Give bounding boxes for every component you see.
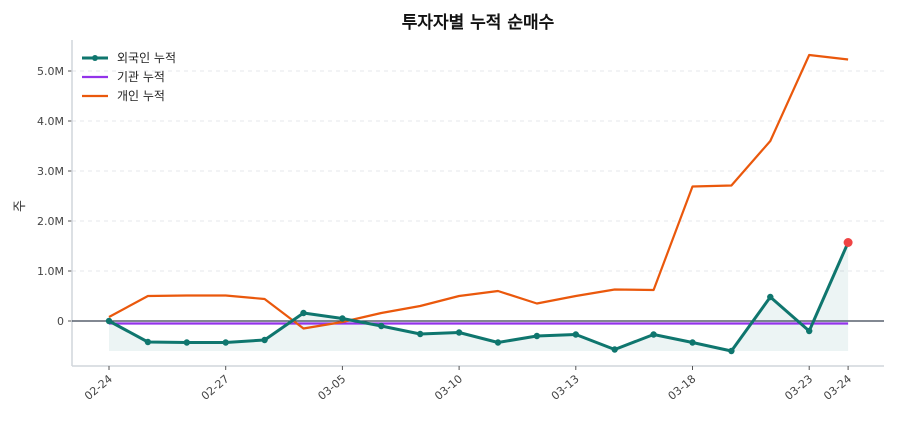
y-tick-label: 5.0M xyxy=(37,65,64,78)
y-tick-label: 4.0M xyxy=(37,115,64,128)
x-tick-label: 03-10 xyxy=(432,372,465,403)
x-tick-label: 03-05 xyxy=(315,372,348,403)
y-tick-label: 2.0M xyxy=(37,215,64,228)
data-point xyxy=(417,330,424,338)
y-axis-label: 주 xyxy=(13,200,28,212)
legend-marker xyxy=(92,55,98,61)
data-point xyxy=(261,336,268,344)
data-point xyxy=(339,315,346,322)
data-point xyxy=(650,331,657,338)
x-tick-label: 03-13 xyxy=(549,372,582,403)
x-tick-label: 03-18 xyxy=(666,372,699,403)
series-line-0 xyxy=(108,241,850,353)
data-point xyxy=(689,339,696,346)
data-point xyxy=(183,339,190,346)
data-point xyxy=(144,338,152,346)
data-point xyxy=(494,339,502,346)
chart-title: 투자자별 누적 순매수 xyxy=(402,13,555,33)
data-point xyxy=(222,339,229,346)
data-point xyxy=(300,309,307,317)
legend-label: 개인 누적 xyxy=(117,89,165,103)
y-tick-label: 3.0M xyxy=(37,165,64,178)
data-point xyxy=(728,347,735,355)
data-point xyxy=(767,293,774,301)
x-tick-label: 02-27 xyxy=(199,372,232,403)
data-point xyxy=(611,346,618,353)
series-line-2 xyxy=(108,53,849,330)
x-tick-label: 03-24 xyxy=(821,372,854,403)
y-tick-label: 1.0M xyxy=(37,265,64,278)
data-point xyxy=(572,331,579,338)
last-point-marker xyxy=(843,238,853,247)
legend-label: 외국인 누적 xyxy=(117,51,176,65)
data-point xyxy=(105,317,113,325)
y-tick-label: 0 xyxy=(57,315,64,328)
foreign-area-fill xyxy=(109,242,849,351)
x-tick-label: 02-24 xyxy=(82,372,115,403)
data-point xyxy=(455,329,463,336)
x-tick-label: 03-23 xyxy=(782,372,815,403)
data-point xyxy=(533,332,541,340)
data-point xyxy=(806,327,813,335)
legend-label: 기관 누적 xyxy=(117,70,165,84)
data-point xyxy=(378,322,385,330)
